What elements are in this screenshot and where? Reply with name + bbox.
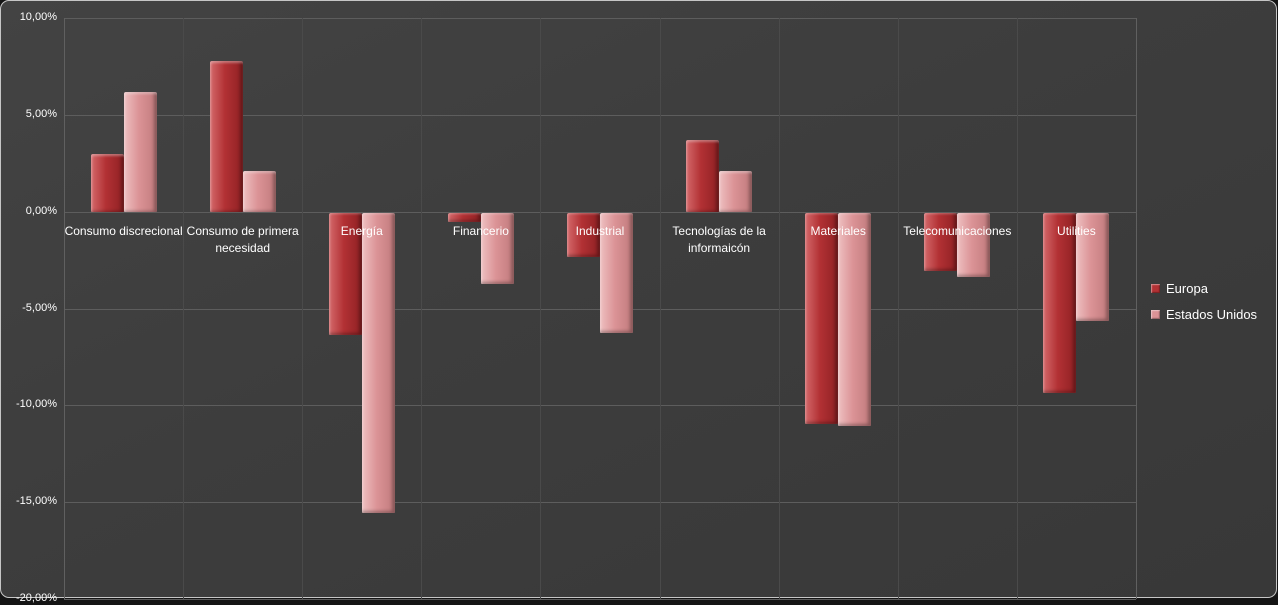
gridline: [64, 212, 1136, 213]
gridline: [64, 502, 1136, 503]
bar-estados-unidos-financerio[interactable]: [480, 212, 514, 285]
category-separator: [660, 18, 661, 599]
bar-europa-industrial[interactable]: [567, 212, 600, 258]
y-tick-label: -10,00%: [16, 398, 57, 410]
gridline: [64, 115, 1136, 116]
y-tick-label: -20,00%: [16, 592, 57, 604]
legend-label-europa: Europa: [1166, 281, 1208, 296]
bar-estados-unidos-tecnologias-de-la-informaicon[interactable]: [719, 171, 753, 212]
x-category-label-tecnologias-de-la-informaicon: Tecnologías de la informaicón: [672, 224, 766, 255]
x-category-label-utilities: Utilities: [1057, 224, 1096, 238]
category-separator: [421, 18, 422, 599]
category-separator: [540, 18, 541, 599]
bar-estados-unidos-materiales[interactable]: [838, 212, 872, 426]
x-category-label-energia: Energía: [340, 224, 383, 238]
gridline: [64, 599, 1136, 600]
gridline: [64, 405, 1136, 406]
bar-estados-unidos-utilities[interactable]: [1076, 212, 1110, 322]
legend-item-europa[interactable]: Europa: [1151, 281, 1257, 296]
y-tick-label: -5,00%: [22, 302, 57, 314]
x-category-label-telecomunicaciones: Telecomunicaciones: [903, 224, 1012, 238]
bar-europa-consumo-discrecional[interactable]: [90, 153, 124, 212]
bar-europa-utilities[interactable]: [1043, 212, 1077, 393]
bar-estados-unidos-consumo-discrecional[interactable]: [123, 91, 157, 212]
legend-swatch-estados-unidos: [1151, 310, 1160, 319]
legend-swatch-europa: [1151, 284, 1160, 293]
bar-estados-unidos-energia[interactable]: [361, 212, 395, 513]
gridline: [64, 18, 1136, 19]
category-separator: [779, 18, 780, 599]
bar-europa-financerio[interactable]: [447, 212, 481, 223]
category-separator: [1017, 18, 1018, 599]
legend: Europa Estados Unidos: [1151, 281, 1257, 333]
category-separator: [183, 18, 184, 599]
y-tick-label: 0,00%: [25, 205, 57, 217]
bar-europa-consumo-de-primera-necesidad[interactable]: [209, 60, 243, 212]
x-category-label-consumo-discrecional: Consumo discrecional: [64, 224, 183, 238]
y-tick-label: 5,00%: [25, 108, 57, 120]
x-category-label-financerio: Financerio: [452, 224, 509, 238]
y-tick-label: 10,00%: [19, 11, 57, 23]
x-category-label-industrial: Industrial: [575, 224, 625, 238]
category-separator: [898, 18, 899, 599]
bar-estados-unidos-consumo-de-primera-necesidad[interactable]: [242, 171, 276, 212]
bar-estados-unidos-industrial[interactable]: [600, 212, 633, 333]
x-category-label-consumo-de-primera-necesidad: Consumo de primera necesidad: [186, 224, 299, 255]
bar-europa-tecnologias-de-la-informaicon[interactable]: [686, 140, 720, 212]
legend-item-estados-unidos[interactable]: Estados Unidos: [1151, 307, 1257, 322]
legend-label-estados-unidos: Estados Unidos: [1166, 307, 1258, 322]
bar-europa-energia[interactable]: [328, 212, 362, 335]
bar-europa-materiales[interactable]: [805, 212, 839, 424]
bar-estados-unidos-telecomunicaciones[interactable]: [957, 212, 991, 277]
plot-edge: [1136, 18, 1137, 599]
plot-edge: [64, 18, 65, 599]
x-category-label-materiales: Materiales: [810, 224, 866, 238]
y-tick-label: -15,00%: [16, 495, 57, 507]
bar-europa-telecomunicaciones[interactable]: [924, 212, 958, 271]
category-separator: [302, 18, 303, 599]
